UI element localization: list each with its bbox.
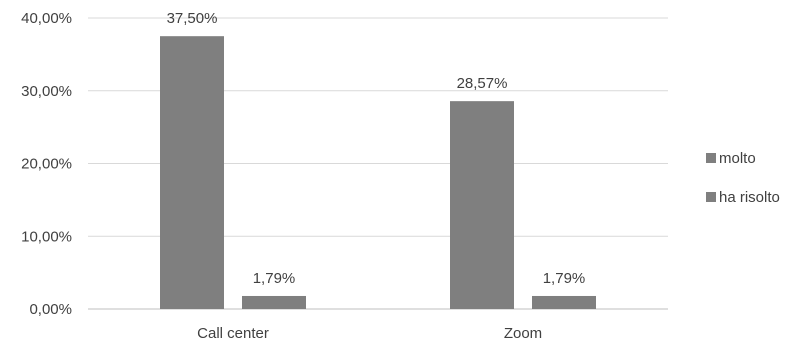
y-tick-label: 10,00% — [21, 228, 72, 245]
y-tick-label: 0,00% — [29, 301, 72, 318]
bar-ha-risolto-call-center — [242, 295, 306, 309]
legend: molto ha risolto — [706, 148, 780, 226]
data-label: 28,57% — [457, 75, 508, 92]
y-tick-label: 40,00% — [21, 10, 72, 27]
y-tick-label: 30,00% — [21, 83, 72, 100]
legend-swatch-ha-risolto — [706, 192, 716, 202]
legend-swatch-molto — [706, 153, 716, 163]
y-tick-label: 20,00% — [21, 156, 72, 173]
legend-item-molto: molto — [706, 148, 780, 168]
legend-label-ha-risolto: ha risolto — [719, 188, 780, 206]
legend-label-molto: molto — [719, 149, 756, 167]
data-label: 1,79% — [543, 270, 586, 287]
data-label: 37,50% — [167, 10, 218, 27]
legend-item-ha-risolto: ha risolto — [706, 187, 780, 207]
bar-molto-zoom — [450, 101, 514, 309]
bar-ha-risolto-zoom — [532, 295, 596, 309]
data-label: 1,79% — [253, 270, 296, 287]
x-tick-label: Call center — [197, 325, 269, 342]
x-tick-label: Zoom — [504, 325, 542, 342]
bar-molto-call-center — [160, 36, 224, 309]
